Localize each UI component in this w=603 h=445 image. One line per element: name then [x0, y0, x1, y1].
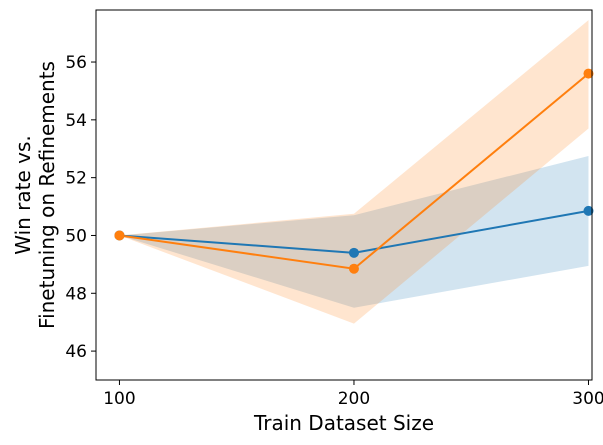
x-tick-label-200: 200: [338, 389, 370, 409]
y-axis-ticks: 46 48 50 52 54 56: [65, 53, 96, 362]
y-axis-label-line2: Finetuning on Refinements: [35, 61, 59, 329]
point-orange-200: [348, 263, 359, 274]
plot-frame: [95, 9, 593, 381]
confidence-bands: [119, 20, 589, 324]
y-tick-label-50: 50: [65, 226, 87, 246]
point-orange-100: [114, 230, 125, 241]
band-blue: [119, 155, 589, 308]
x-tick-label-100: 100: [103, 389, 135, 409]
y-tick-label-54: 54: [65, 111, 87, 131]
y-tick-label-48: 48: [65, 284, 87, 304]
y-axis-label-line1: Win rate vs.: [11, 135, 35, 255]
point-orange-300: [583, 68, 594, 79]
point-blue-200: [348, 247, 359, 258]
band-orange: [119, 20, 589, 324]
y-tick-label-56: 56: [65, 53, 87, 73]
x-axis-ticks: 100 200 300: [103, 380, 603, 409]
x-tick-label-300: 300: [572, 389, 603, 409]
series-points: [114, 68, 594, 274]
x-axis-label: Train Dataset Size: [253, 411, 434, 435]
point-blue-300: [583, 205, 594, 216]
y-tick-label-46: 46: [65, 342, 87, 362]
y-tick-label-52: 52: [65, 169, 87, 189]
